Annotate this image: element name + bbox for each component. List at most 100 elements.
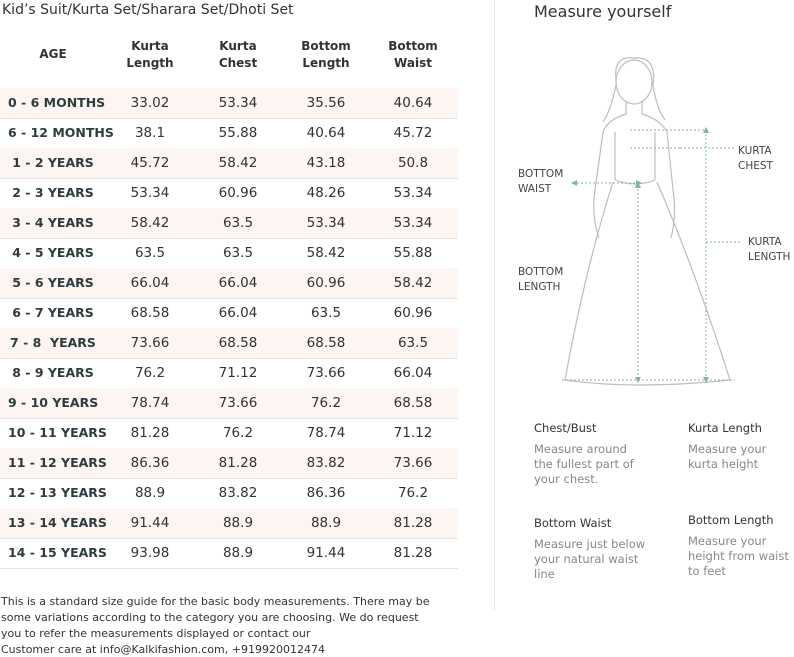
value-cell: 60.96 xyxy=(218,185,258,201)
table-row: 6 - 7 YEARS 68.58 66.04 63.5 60.96 xyxy=(0,298,458,329)
value-cell: 40.64 xyxy=(393,95,433,111)
age-cell: 14 - 15 YEARS xyxy=(8,545,107,560)
column-header: Kurta Length xyxy=(126,39,174,70)
value-cell: 71.12 xyxy=(218,365,258,381)
measure-label: WAIST xyxy=(518,183,552,195)
table-row: 4 - 5 YEARS 63.5 63.5 58.42 55.88 xyxy=(0,238,458,269)
value-cell: 66.04 xyxy=(393,365,433,381)
column-header: Bottom Length xyxy=(301,39,351,70)
value-cell: 63.5 xyxy=(310,305,342,321)
value-cell: 88.9 xyxy=(134,485,166,501)
value-cell: 53.34 xyxy=(218,95,258,111)
value-cell: 53.34 xyxy=(130,185,170,201)
table-row: 5 - 6 YEARS 66.04 66.04 60.96 58.42 xyxy=(0,268,458,299)
value-cell: 76.2 xyxy=(134,365,166,381)
value-cell: 40.64 xyxy=(306,125,346,141)
value-cell: 63.5 xyxy=(222,245,254,261)
value-cell: 76.2 xyxy=(397,485,429,501)
column-header: Kurta Chest xyxy=(218,39,258,70)
age-cell: 12 - 13 YEARS xyxy=(8,485,107,500)
tip-text: your chest. xyxy=(534,472,599,486)
figure xyxy=(562,57,740,386)
value-cell: 58.42 xyxy=(130,215,170,231)
footer-line: Customer care at info@Kalkifashion.com, … xyxy=(1,643,325,656)
value-cell: 71.12 xyxy=(393,425,433,441)
table-row: 10 - 11 YEARS 81.28 76.2 78.74 71.12 xyxy=(0,418,458,449)
value-cell: 58.42 xyxy=(393,275,433,291)
value-cell: 55.88 xyxy=(393,245,433,261)
measure-label: LENGTH xyxy=(748,251,791,263)
value-cell: 86.36 xyxy=(130,455,170,471)
age-cell: 2 - 3 YEARS xyxy=(12,185,94,200)
age-cell: 1 - 2 YEARS xyxy=(12,155,94,170)
measure-label: BOTTOM xyxy=(518,266,564,278)
table-row: 8 - 9 YEARS 76.2 71.12 73.66 66.04 xyxy=(0,358,458,389)
age-cell: 11 - 12 YEARS xyxy=(8,455,107,470)
table-row: 0 - 6 MONTHS 33.02 53.34 35.56 40.64 xyxy=(0,88,458,119)
value-cell: 81.28 xyxy=(130,425,170,441)
measure-label: BOTTOM xyxy=(518,168,564,180)
value-cell: 68.58 xyxy=(130,305,170,321)
table-row: 2 - 3 YEARS 53.34 60.96 48.26 53.34 xyxy=(0,178,458,209)
age-cell: 4 - 5 YEARS xyxy=(12,245,94,260)
value-cell: 73.66 xyxy=(306,365,346,381)
value-cell: 50.8 xyxy=(397,155,429,171)
table-row: 1 - 2 YEARS 45.72 58.42 43.18 50.8 xyxy=(0,148,458,179)
value-cell: 53.34 xyxy=(306,215,346,231)
column-header: Bottom Waist xyxy=(388,39,438,70)
table-row: 14 - 15 YEARS 93.98 88.9 91.44 81.28 xyxy=(0,538,458,569)
value-cell: 60.96 xyxy=(393,305,433,321)
value-cell: 73.66 xyxy=(393,455,433,471)
tip-title: Bottom Length xyxy=(688,513,774,527)
value-cell: 38.1 xyxy=(134,125,166,141)
age-cell: 8 - 9 YEARS xyxy=(12,365,94,380)
value-cell: 58.42 xyxy=(218,155,258,171)
measure-label: KURTA xyxy=(748,236,782,248)
value-cell: 93.98 xyxy=(130,545,170,561)
value-cell: 48.26 xyxy=(306,185,346,201)
measure-label: KURTA xyxy=(738,145,772,157)
age-cell: 3 - 4 YEARS xyxy=(12,215,94,230)
value-cell: 81.28 xyxy=(393,545,433,561)
tip-text: line xyxy=(534,567,555,581)
age-cell: 6 - 12 MONTHS xyxy=(8,125,114,140)
tip-title: Chest/Bust xyxy=(534,421,597,435)
value-cell: 66.04 xyxy=(218,275,258,291)
value-cell: 66.04 xyxy=(218,305,258,321)
table-row: 3 - 4 YEARS 58.42 63.5 53.34 53.34 xyxy=(0,208,458,239)
footer-line: you to refer the measurements displayed … xyxy=(1,627,311,640)
age-cell: 9 - 10 YEARS xyxy=(8,395,99,410)
tip-title: Bottom Waist xyxy=(534,516,612,530)
tip-text: kurta height xyxy=(688,457,759,471)
table-row: 6 - 12 MONTHS 38.1 55.88 40.64 45.72 xyxy=(0,118,458,149)
age-cell: 13 - 14 YEARS xyxy=(8,515,107,530)
value-cell: 63.5 xyxy=(397,335,429,351)
value-cell: 33.02 xyxy=(130,95,170,111)
value-cell: 45.72 xyxy=(130,155,170,171)
value-cell: 78.74 xyxy=(306,425,346,441)
measure-title: Measure yourself xyxy=(534,2,672,21)
measure-label: LENGTH xyxy=(518,281,561,293)
table-title: Kid’s Suit/Kurta Set/Sharara Set/Dhoti S… xyxy=(2,2,294,18)
value-cell: 81.28 xyxy=(393,515,433,531)
age-cell: 0 - 6 MONTHS xyxy=(8,95,106,110)
tip-text: the fullest part of xyxy=(534,457,634,471)
measure-label: CHEST xyxy=(738,160,773,172)
value-cell: 86.36 xyxy=(306,485,346,501)
value-cell: 66.04 xyxy=(130,275,170,291)
table-row: 9 - 10 YEARS 78.74 73.66 76.2 68.58 xyxy=(0,388,458,419)
tip-text: Measure just below xyxy=(534,537,646,551)
value-cell: 68.58 xyxy=(306,335,346,351)
value-cell: 43.18 xyxy=(306,155,346,171)
value-cell: 88.9 xyxy=(222,515,254,531)
table-row: 12 - 13 YEARS 88.9 83.82 86.36 76.2 xyxy=(0,478,458,509)
column-header: AGE xyxy=(39,47,67,61)
value-cell: 58.42 xyxy=(306,245,346,261)
tip-title: Kurta Length xyxy=(688,421,762,435)
value-cell: 76.2 xyxy=(310,395,342,411)
value-cell: 35.56 xyxy=(306,95,346,111)
value-cell: 53.34 xyxy=(393,215,433,231)
age-cell: 10 - 11 YEARS xyxy=(8,425,107,440)
tip-text: to feet xyxy=(688,564,726,578)
value-cell: 88.9 xyxy=(310,515,342,531)
